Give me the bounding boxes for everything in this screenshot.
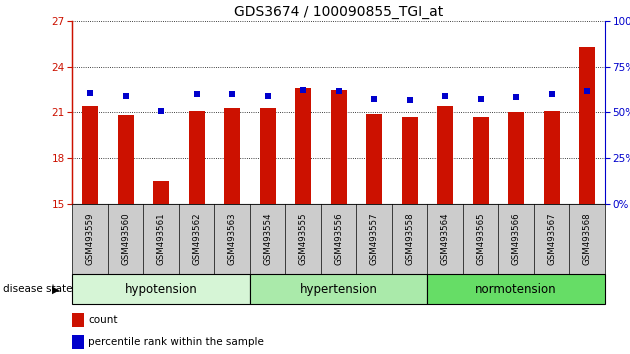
Bar [472,117,489,204]
Text: GSM493568: GSM493568 [583,213,592,265]
Bar [188,111,205,204]
Text: GSM493554: GSM493554 [263,213,272,265]
Point [333,88,343,94]
Point [546,91,557,97]
Text: GSM493557: GSM493557 [370,213,379,265]
Bar [260,108,276,204]
Text: GSM493562: GSM493562 [192,213,201,265]
Bar [366,114,382,204]
Point [156,108,166,114]
Point [192,91,202,97]
Bar [118,115,134,204]
Bar [579,47,595,204]
Text: count: count [88,315,118,325]
Bar [437,106,453,204]
Point [511,95,521,100]
Text: GSM493559: GSM493559 [86,213,94,265]
Point [263,93,273,98]
Text: GSM493565: GSM493565 [476,213,485,265]
Bar [153,181,169,204]
Text: ▶: ▶ [52,284,60,295]
Point [369,96,379,102]
Title: GDS3674 / 100090855_TGI_at: GDS3674 / 100090855_TGI_at [234,5,444,19]
Text: normotension: normotension [475,283,557,296]
Point [120,93,131,98]
Point [85,90,95,96]
Text: percentile rank within the sample: percentile rank within the sample [88,337,264,347]
Text: GSM493567: GSM493567 [547,213,556,265]
Text: GSM493561: GSM493561 [157,213,166,265]
Point [440,93,450,98]
Text: GSM493563: GSM493563 [227,213,237,265]
Bar [508,113,524,204]
Bar [331,90,346,204]
Text: hypertension: hypertension [300,283,377,296]
Text: GSM493555: GSM493555 [299,213,307,265]
Bar [224,108,240,204]
Text: GSM493564: GSM493564 [440,213,450,265]
Point [404,97,415,103]
Point [298,87,308,92]
Bar [544,111,559,204]
Bar [401,117,418,204]
Bar [295,88,311,204]
Point [582,88,592,94]
Point [227,91,237,97]
Point [476,96,486,102]
Bar [82,106,98,204]
Text: GSM493560: GSM493560 [121,213,130,265]
Text: hypotension: hypotension [125,283,198,296]
Text: GSM493558: GSM493558 [405,213,414,265]
Text: GSM493556: GSM493556 [334,213,343,265]
Text: disease state: disease state [3,284,72,295]
Text: GSM493566: GSM493566 [512,213,520,265]
